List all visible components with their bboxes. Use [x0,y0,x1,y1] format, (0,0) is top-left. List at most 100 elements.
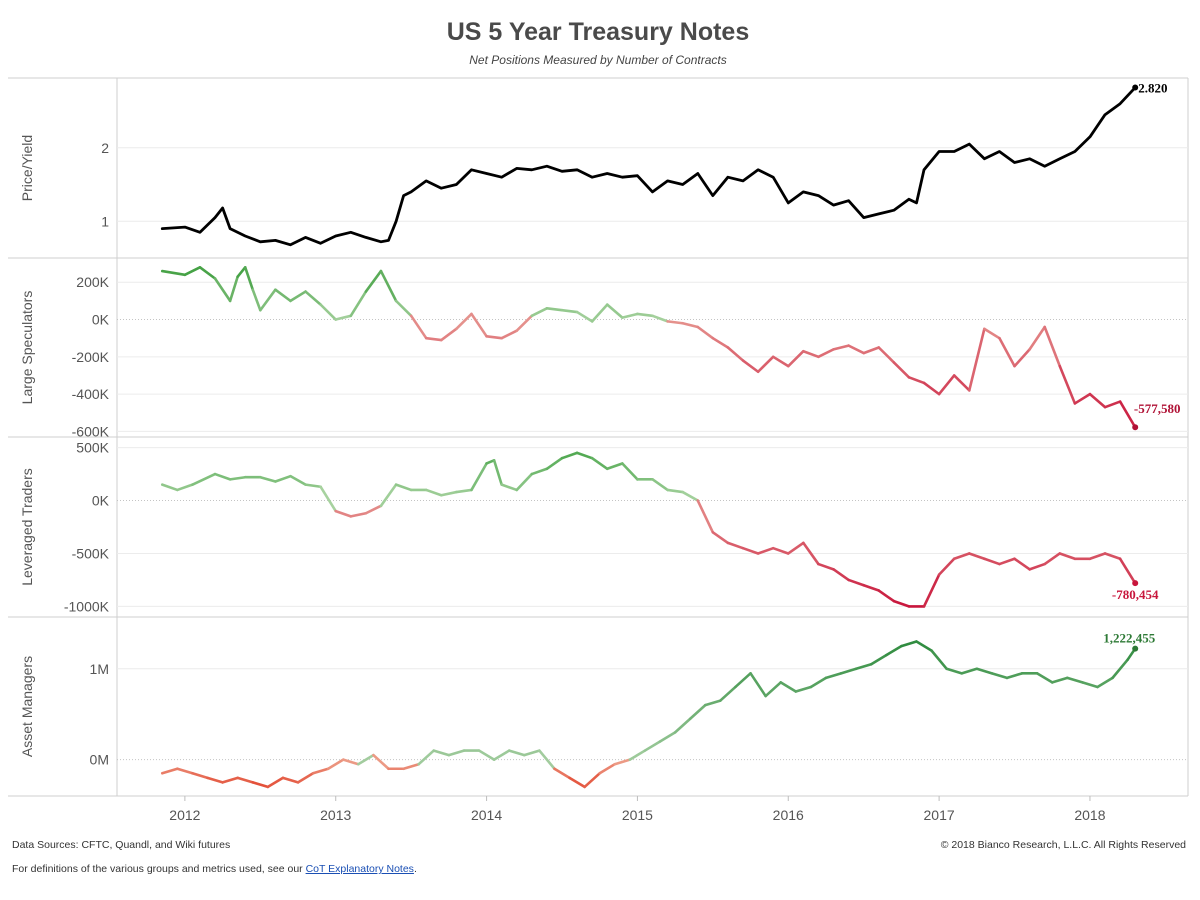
asset-managers-segment-60 [1066,676,1084,684]
leveraged-traders-segment-40 [756,546,775,555]
large-speculators-segment-55 [967,327,986,392]
price-yield-line [160,86,1137,247]
leveraged-traders-segment-15 [394,483,413,492]
large-speculators-segment-30 [590,303,609,323]
leveraged-traders-segment-13 [364,504,383,515]
leveraged-traders-segment-8 [289,474,307,486]
asset-managers-segment-37 [719,685,737,702]
asset-managers-segment-23 [507,749,526,757]
leveraged-traders-segment-25 [530,467,549,476]
large-speculators-ylabel: Large Speculators [19,291,35,405]
asset-managers-segment-25 [538,749,556,771]
leveraged-traders-segment-6 [259,475,277,483]
asset-managers-ytick-label-1: 0M [90,752,109,768]
large-speculators-segment-62 [1073,392,1092,405]
leveraged-traders-segment-44 [817,562,835,571]
x-tick-label-2012: 2012 [169,807,200,823]
large-speculators-segment-26 [530,307,549,318]
large-speculators-segment-37 [696,325,715,340]
leveraged-traders-segment-31 [621,462,639,481]
large-speculators-segment-4 [228,275,239,303]
leveraged-traders-segment-2 [191,472,217,486]
leveraged-traders-ytick-label-3: -1000K [64,598,110,614]
leveraged-traders-segment-21 [485,458,496,465]
leveraged-traders-segment-57 [1013,557,1031,571]
asset-managers-segment-2 [191,771,209,780]
large-speculators-segment-59 [1028,325,1046,351]
large-speculators-segment-22 [470,312,488,338]
large-speculators-segment-64 [1103,400,1122,409]
asset-managers-segment-27 [568,776,586,789]
asset-managers-segment-13 [357,753,375,766]
asset-managers-segment-26 [553,767,571,780]
asset-managers-ylabel: Asset Managers [19,656,35,757]
chart-subtitle: Net Positions Measured by Number of Cont… [469,53,727,67]
large-speculators-segment-46 [832,344,850,351]
asset-managers-segment-41 [779,681,798,693]
asset-managers-segment-31 [628,749,647,761]
large-speculators-segment-58 [1013,348,1031,368]
asset-managers-end-point [1132,645,1139,652]
asset-managers-segment-11 [326,758,345,771]
asset-managers-segment-58 [1035,672,1054,684]
asset-managers-segment-24 [522,749,541,757]
leveraged-traders-segment-1 [176,483,194,492]
large-speculators-segment-53 [937,374,956,396]
leveraged-traders-segment-62 [1088,552,1107,561]
asset-managers-segment-34 [673,717,692,734]
large-speculators-segment-15 [364,269,383,293]
leveraged-traders-segment-17 [424,488,443,497]
leveraged-traders-segment-12 [349,511,368,518]
asset-managers-segment-59 [1050,676,1069,684]
leveraged-traders-segment-3 [213,472,232,481]
chart-title: US 5 Year Treasury Notes [446,18,750,46]
leveraged-traders-segment-30 [605,462,624,471]
large-speculators-segment-2 [198,266,217,280]
large-speculators-segment-36 [681,321,700,329]
asset-managers-segment-0 [160,767,179,775]
large-speculators-segment-6 [243,266,255,291]
large-speculators-segment-29 [575,310,594,323]
leveraged-traders-segment-45 [832,568,850,582]
large-speculators-segment-56 [983,327,1001,340]
price-yield-ytick-label-0: 1 [101,213,109,229]
leveraged-traders-segment-64 [1118,557,1137,585]
large-speculators-segment-10 [289,290,307,303]
asset-managers-segment-51 [930,649,948,671]
asset-managers-segment-46 [854,662,873,671]
large-speculators-segment-18 [409,314,428,340]
leveraged-traders-segment-51 [922,573,941,608]
footer-definitions: For definitions of the various groups an… [12,863,417,875]
large-speculators-segment-9 [274,288,292,303]
leveraged-traders-segment-20 [470,462,488,492]
large-speculators-ytick-label-0: 200K [76,274,109,290]
leveraged-traders-segment-53 [952,552,971,561]
leveraged-traders-ytick-label-1: 0K [92,493,110,509]
large-speculators-segment-33 [636,312,654,318]
asset-managers-segment-28 [583,771,602,789]
x-tick-label-2013: 2013 [320,807,351,823]
leveraged-traders-segment-23 [500,483,519,492]
large-speculators-segment-38 [711,336,730,349]
cot-notes-link[interactable]: CoT Explanatory Notes [305,863,414,875]
asset-managers-segment-19 [447,749,466,757]
large-speculators-end-label: -577,580 [1134,401,1181,416]
large-speculators-segment-52 [922,381,941,396]
large-speculators-segment-25 [515,314,534,333]
leveraged-traders-end-label: -780,454 [1112,587,1159,602]
asset-managers-segment-14 [372,753,390,771]
asset-managers-segment-17 [417,749,436,766]
asset-managers-segment-22 [492,749,511,761]
large-speculators-segment-11 [304,290,322,306]
large-speculators-segment-19 [424,336,443,342]
large-speculators-segment-23 [485,335,503,340]
leveraged-traders-segment-59 [1043,552,1062,566]
asset-managers-segment-38 [734,672,752,689]
asset-managers-segment-32 [643,740,662,752]
large-speculators-ytick-label-1: 0K [92,312,110,328]
leveraged-traders-segment-22 [492,458,503,486]
large-speculators-segment-24 [500,329,519,340]
asset-managers-segment-35 [688,703,707,721]
asset-managers-segment-56 [1005,672,1024,680]
